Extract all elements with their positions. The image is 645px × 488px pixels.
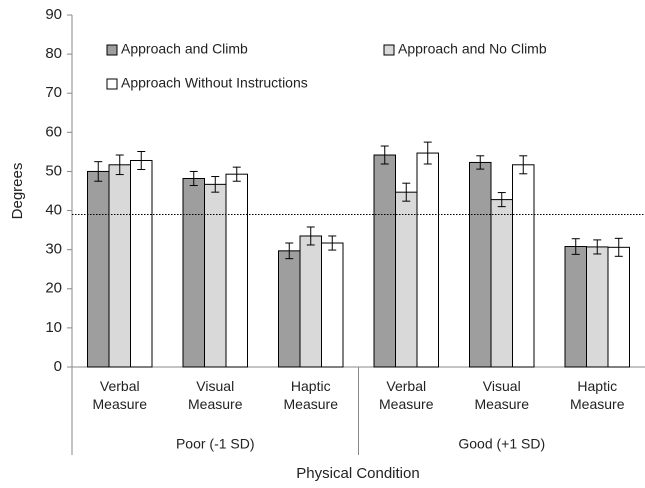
y-tick-label: 60 bbox=[45, 123, 62, 140]
error-bar bbox=[402, 182, 411, 202]
y-tick-label: 90 bbox=[45, 6, 62, 23]
y-tick-label: 40 bbox=[45, 202, 62, 219]
error-bar bbox=[519, 155, 528, 175]
x-tick-label: Haptic Measure bbox=[283, 378, 338, 412]
bar bbox=[204, 183, 227, 368]
error-bar bbox=[94, 161, 103, 182]
legend-label: Approach and No Climb bbox=[398, 41, 547, 57]
error-bar bbox=[137, 150, 146, 170]
error-bar bbox=[285, 242, 294, 260]
x-axis-title: Physical Condition bbox=[296, 465, 419, 482]
y-tick-label: 0 bbox=[54, 358, 62, 375]
y-tick-label: 50 bbox=[45, 162, 62, 179]
legend-swatch bbox=[106, 78, 118, 90]
bar bbox=[87, 170, 110, 368]
y-tick-label: 20 bbox=[45, 280, 62, 297]
bar bbox=[395, 191, 418, 368]
error-bar bbox=[423, 141, 432, 165]
error-bar bbox=[497, 192, 506, 208]
error-bar bbox=[115, 154, 124, 176]
y-axis-title: Degrees bbox=[9, 163, 26, 220]
y-tick-label: 80 bbox=[45, 45, 62, 62]
bar bbox=[373, 154, 396, 368]
y-tick-label: 70 bbox=[45, 84, 62, 101]
bar bbox=[278, 250, 301, 368]
y-tick-label: 10 bbox=[45, 319, 62, 336]
legend-label: Approach and Climb bbox=[121, 41, 248, 57]
error-bar bbox=[571, 238, 580, 255]
error-bar bbox=[189, 170, 198, 187]
bar bbox=[182, 177, 205, 368]
legend-swatch bbox=[106, 44, 118, 56]
x-tick-label: Visual Measure bbox=[188, 378, 243, 412]
bar bbox=[321, 242, 344, 368]
error-bar bbox=[614, 237, 623, 257]
bar bbox=[490, 199, 513, 368]
bar bbox=[512, 164, 535, 368]
error-bar bbox=[306, 226, 315, 246]
x-tick-label: Haptic Measure bbox=[570, 378, 625, 412]
bar bbox=[416, 152, 439, 368]
bar bbox=[607, 246, 630, 368]
bar bbox=[299, 235, 322, 368]
bar bbox=[225, 173, 248, 368]
error-bar bbox=[211, 176, 220, 193]
bar bbox=[586, 246, 609, 368]
group-label: Good (+1 SD) bbox=[458, 436, 545, 452]
bar bbox=[564, 246, 587, 368]
error-bar bbox=[328, 235, 337, 251]
error-bar bbox=[593, 239, 602, 255]
bar bbox=[469, 161, 492, 368]
error-bar bbox=[476, 155, 485, 170]
legend-label: Approach Without Instructions bbox=[121, 75, 308, 91]
y-tick-label: 30 bbox=[45, 241, 62, 258]
legend-swatch bbox=[383, 44, 395, 56]
x-tick-label: Verbal Measure bbox=[379, 378, 434, 412]
bar bbox=[130, 159, 153, 368]
bar bbox=[108, 164, 131, 368]
x-tick-label: Verbal Measure bbox=[92, 378, 147, 412]
x-tick-label: Visual Measure bbox=[474, 378, 529, 412]
error-bar bbox=[232, 166, 241, 182]
error-bar bbox=[380, 145, 389, 165]
group-label: Poor (-1 SD) bbox=[176, 436, 255, 452]
